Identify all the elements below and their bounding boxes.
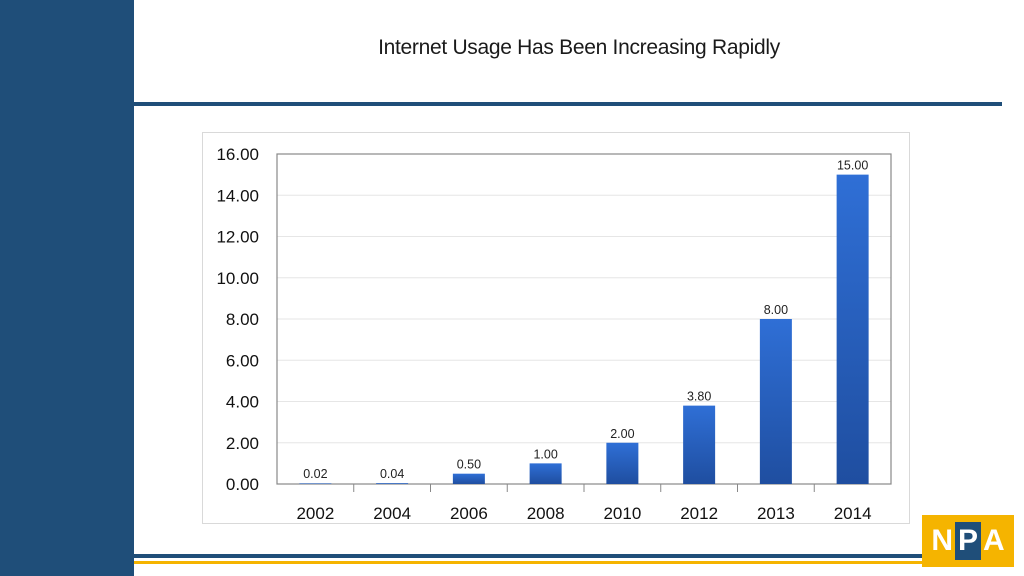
data-label: 0.50 [457,458,481,472]
bar [683,405,716,484]
bar [606,442,639,484]
y-tick-label: 6.00 [226,351,259,370]
y-tick-label: 0.00 [226,475,259,494]
bar [836,174,869,484]
data-label: 0.02 [303,467,327,481]
y-tick-label: 8.00 [226,310,259,329]
npa-logo: N P A [922,515,1014,567]
x-tick-label: 2002 [296,504,334,523]
logo-letter-a: A [983,524,1005,557]
data-label: 3.80 [687,390,711,404]
y-tick-label: 16.00 [216,145,259,164]
data-label: 1.00 [533,447,557,461]
x-tick-label: 2013 [757,504,795,523]
y-tick-label: 4.00 [226,393,259,412]
x-tick-label: 2004 [373,504,411,523]
slide-title: Internet Usage Has Been Increasing Rapid… [378,36,780,59]
chart-frame: 0.00 2.00 4.00 6.00 8.00 10.00 12.00 14.00 16.00… [202,132,910,524]
x-tick-label: 2010 [603,504,641,523]
bar-chart: 0.00 2.00 4.00 6.00 8.00 10.00 12.00 14.00 16.00… [216,145,892,523]
y-tick-label: 2.00 [226,434,259,453]
x-tick-label: 2014 [834,504,872,523]
x-tick-label: 2012 [680,504,718,523]
logo-letter-p: P [954,522,981,560]
data-label: 0.04 [380,467,404,481]
data-label: 15.00 [837,159,868,173]
x-tick-label: 2006 [450,504,488,523]
y-tick-label: 14.00 [216,186,259,205]
data-label: 2.00 [610,427,634,441]
bar [452,473,485,484]
bar [299,483,332,484]
bar [529,463,562,484]
title-divider [134,102,1002,106]
sidebar-band [0,0,134,576]
logo-letter-n: N [931,524,953,557]
bar [759,319,792,484]
footer-divider-blue [134,554,922,558]
footer-divider-gold [134,561,922,564]
x-tick-label: 2008 [527,504,565,523]
y-tick-label: 10.00 [216,269,259,288]
y-tick-label: 12.00 [216,228,259,247]
data-label: 8.00 [764,303,788,317]
bar [376,483,409,484]
